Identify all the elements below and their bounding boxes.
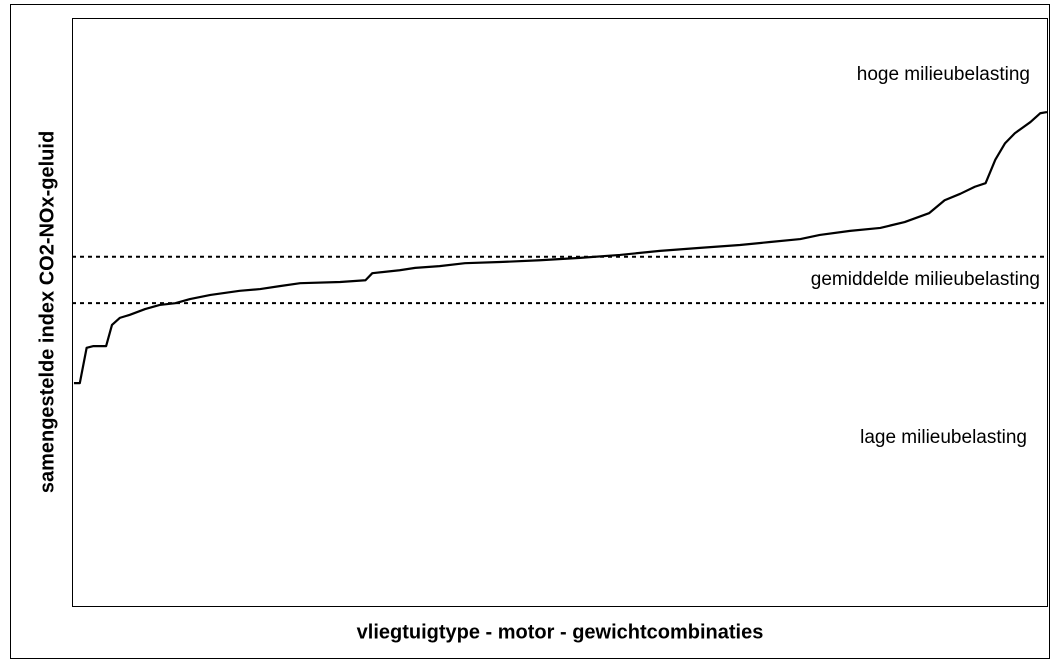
annotation: hoge milieubelasting bbox=[857, 64, 1030, 85]
data-line bbox=[73, 110, 1048, 385]
y-axis-label: samengestelde index CO2-NOx-geluid bbox=[36, 131, 58, 493]
annotation: gemiddelde milieubelasting bbox=[811, 269, 1040, 290]
plot-area bbox=[72, 18, 1048, 607]
x-axis-label: vliegtuigtype - motor - gewichtcombinati… bbox=[357, 621, 764, 643]
frame bbox=[10, 4, 1050, 659]
annotation: lage milieubelasting bbox=[860, 427, 1027, 448]
